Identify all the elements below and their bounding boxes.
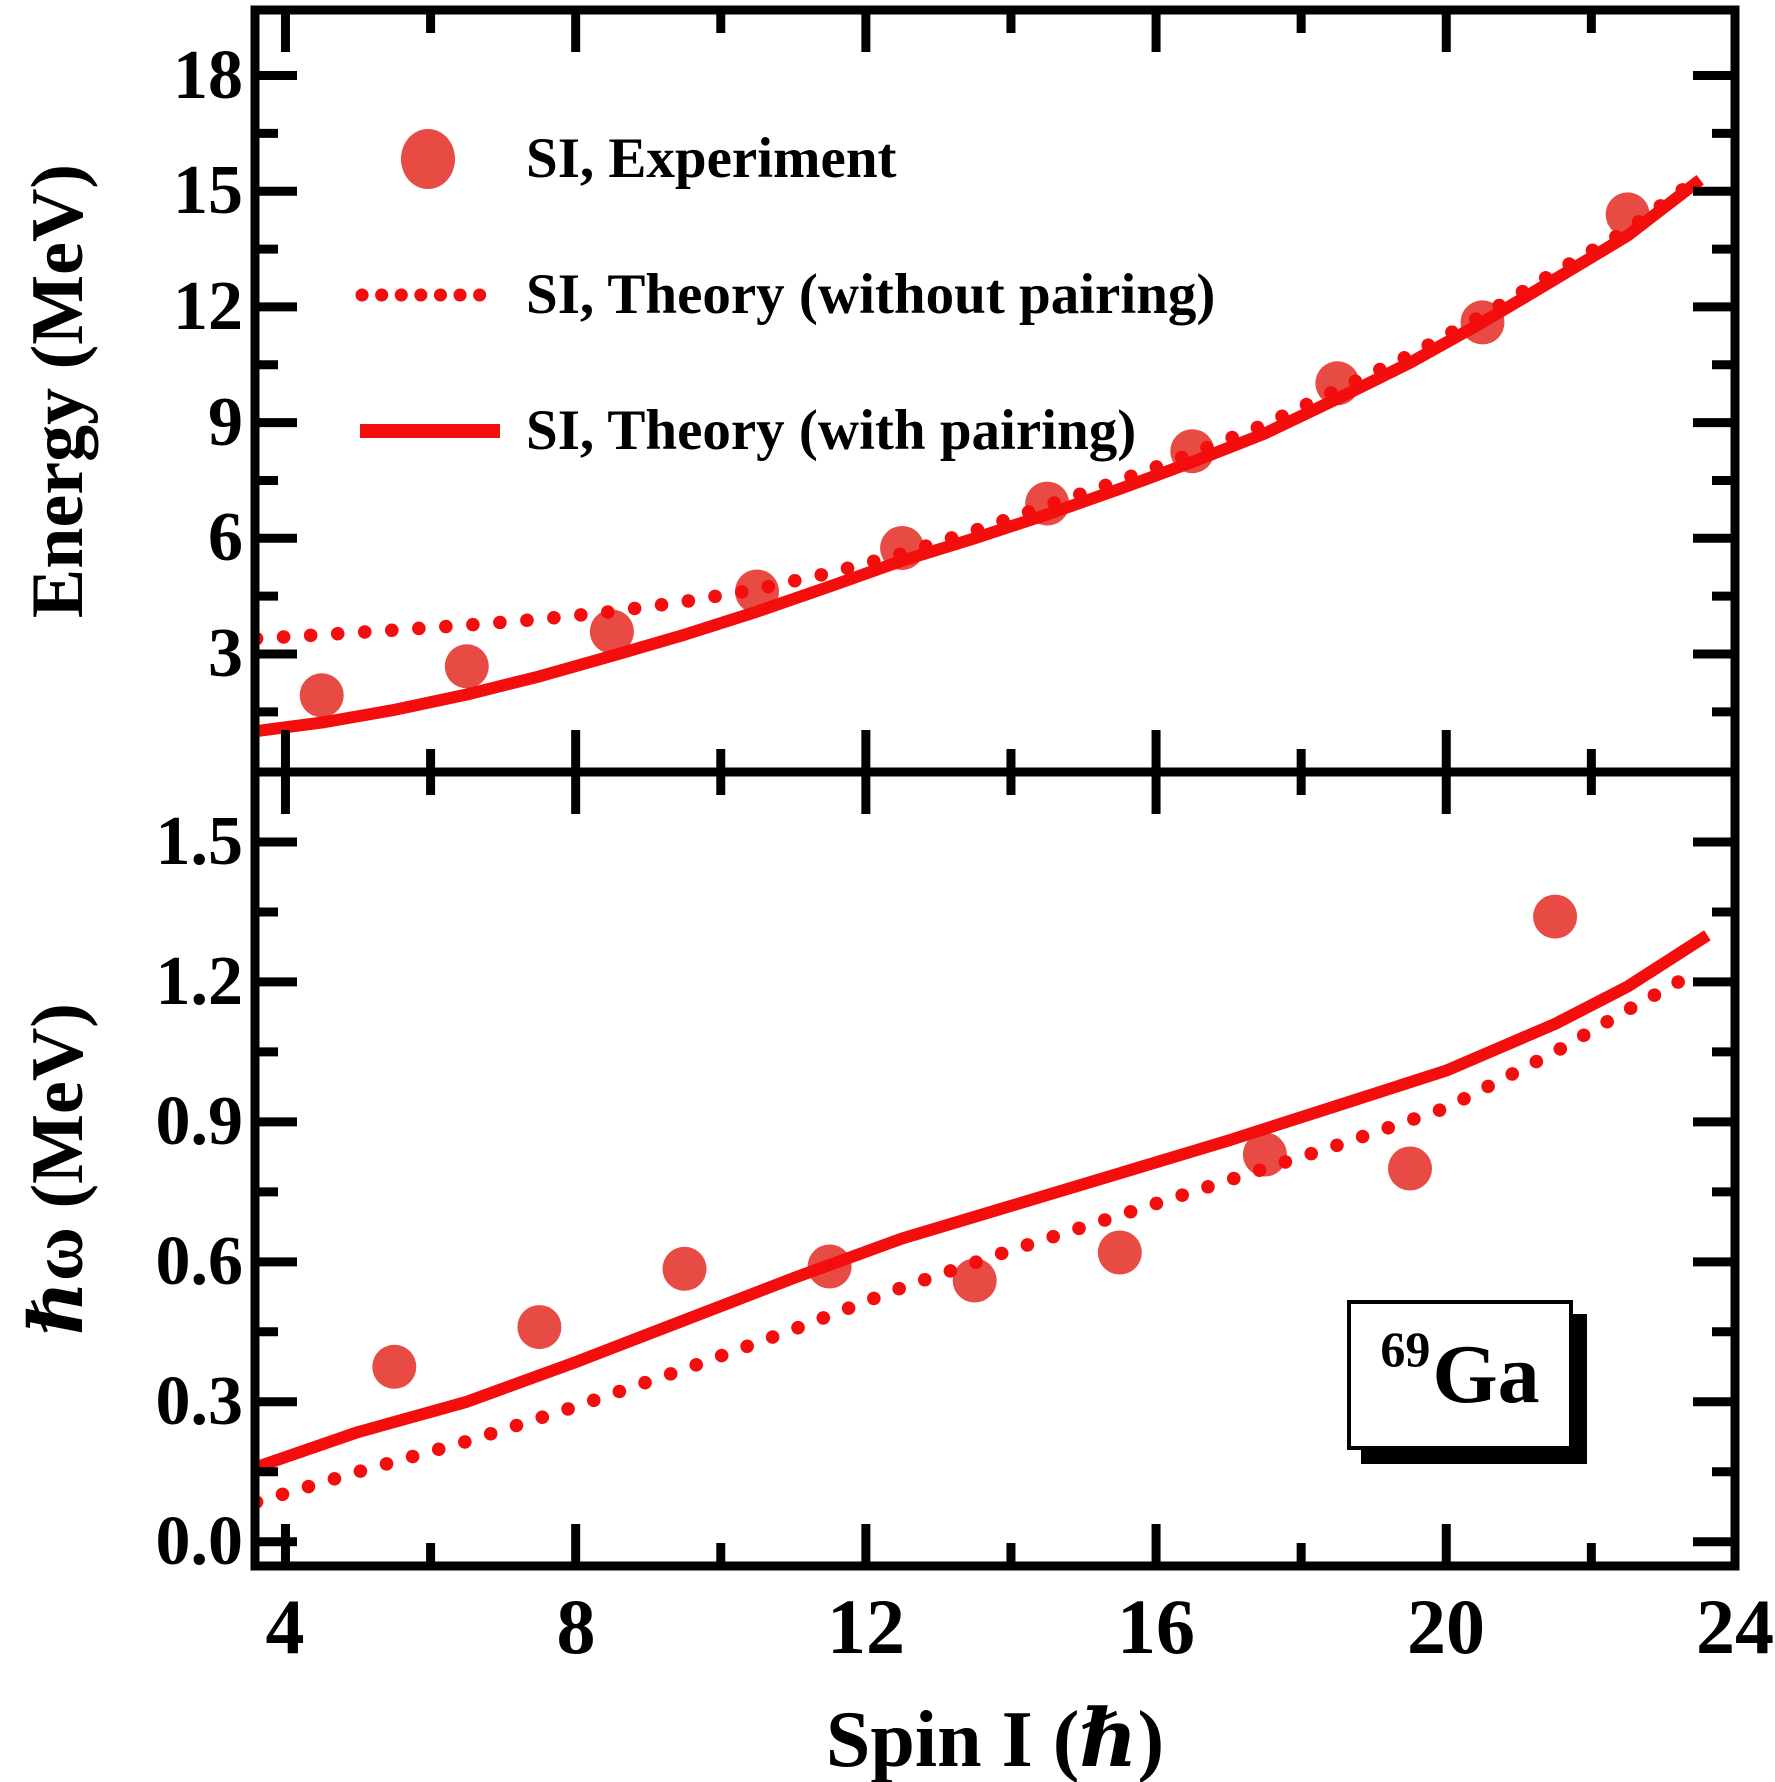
experiment-point xyxy=(1533,894,1578,939)
bottom-panel-ticks xyxy=(255,772,1735,1566)
tick-label: 8 xyxy=(556,1583,596,1670)
tick-label: 0.0 xyxy=(155,1503,244,1580)
theory-with-pairing-curve xyxy=(259,174,1704,737)
tick-label: 12 xyxy=(827,1583,905,1670)
legend-item-theory-with-pairing: SI, Theory (with pairing) xyxy=(352,396,1136,466)
experiment-point xyxy=(1097,1230,1142,1275)
legend-label-theory-with-pairing: SI, Theory (with pairing) xyxy=(526,399,1137,462)
tick-label: 6 xyxy=(208,499,243,576)
experiment-point xyxy=(589,609,634,654)
tick-label: 1.5 xyxy=(155,803,244,880)
x-axis-title: Spin I (ℏ) xyxy=(825,1696,1165,1782)
legend-item-theory-without-pairing: SI, Theory (without pairing) xyxy=(352,260,1215,330)
isotope-label-box: 69 Ga xyxy=(1347,1300,1573,1450)
tick-label: 4 xyxy=(265,1583,305,1670)
top-y-axis-title: Energy (MeV) xyxy=(17,163,99,619)
isotope-mass-number: 69 xyxy=(1380,1321,1431,1377)
experiment-point xyxy=(1242,1132,1287,1177)
solid-line-icon xyxy=(360,424,500,438)
tick-label: 0.9 xyxy=(155,1083,244,1160)
tick-label: 15 xyxy=(173,152,243,229)
legend-label-experiment: SI, Experiment xyxy=(526,127,897,190)
bottom-panel-series xyxy=(259,894,1711,1509)
experiment-marker-icon xyxy=(401,129,455,189)
tick-label: 20 xyxy=(1407,1583,1485,1670)
tick-label: 3 xyxy=(208,615,243,692)
tick-label: 16 xyxy=(1117,1583,1195,1670)
legend-label-theory-without-pairing: SI, Theory (without pairing) xyxy=(526,263,1216,326)
isotope-symbol: Ga xyxy=(1432,1328,1540,1421)
legend-item-experiment: SI, Experiment xyxy=(352,124,897,194)
bottom-y-axis-title: ℏω (MeV) xyxy=(17,1003,99,1335)
tick-label: 0.3 xyxy=(155,1363,244,1440)
tick-label: 12 xyxy=(173,268,243,345)
theory-without-pairing-curve xyxy=(259,180,1693,646)
experiment-point xyxy=(444,644,489,689)
top-panel-ticks xyxy=(255,10,1735,772)
tick-label: 18 xyxy=(173,37,243,114)
dotted-line-icon xyxy=(355,288,505,302)
experiment-point xyxy=(1388,1146,1432,1191)
tick-label: 9 xyxy=(208,384,243,461)
tick-label: 24 xyxy=(1696,1583,1774,1670)
experiment-point xyxy=(517,1305,562,1350)
top-panel-series xyxy=(259,174,1704,737)
theory-with-pairing-curve xyxy=(259,930,1711,1473)
tick-label: 1.2 xyxy=(155,943,244,1020)
experiment-point xyxy=(952,1258,997,1303)
experiment-point xyxy=(372,1344,417,1389)
bottom-panel-frame xyxy=(250,767,1740,1571)
tick-label: 0.6 xyxy=(155,1223,244,1300)
experiment-point xyxy=(299,673,344,718)
experiment-point xyxy=(662,1246,707,1291)
